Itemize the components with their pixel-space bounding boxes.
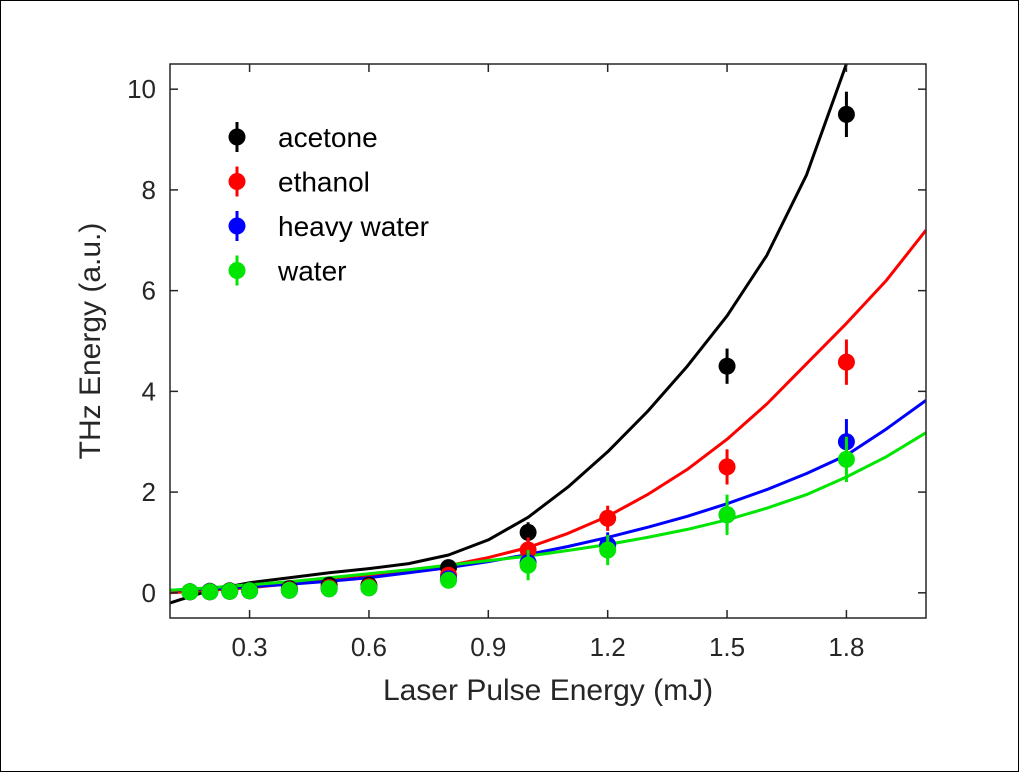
data-point [837, 105, 855, 123]
y-tick-label: 0 [142, 578, 156, 608]
legend-item-acetone: acetone [228, 122, 378, 153]
legend-label: water [277, 256, 346, 287]
x-tick-label: 1.5 [709, 632, 745, 662]
y-axis-ticks: 0 2 4 6 8 10 [127, 74, 926, 608]
x-tick-label: 0.3 [232, 632, 268, 662]
x-tick-label: 1.2 [590, 632, 626, 662]
legend-item-water: water [228, 255, 346, 287]
legend-label: acetone [278, 122, 378, 153]
data-point [280, 581, 298, 599]
data-point [599, 541, 617, 559]
x-axis-label: Laser Pulse Energy (mJ) [383, 674, 713, 707]
y-tick-label: 10 [127, 74, 156, 104]
x-tick-label: 0.6 [351, 632, 387, 662]
y-tick-label: 8 [142, 175, 156, 205]
fit-curve-water [170, 431, 926, 592]
data-points [181, 91, 855, 601]
legend-marker [228, 262, 246, 279]
data-point [718, 357, 736, 375]
series-heavy-water [181, 419, 855, 601]
data-point [360, 579, 378, 597]
data-point [181, 583, 199, 601]
data-point [599, 509, 617, 527]
y-axis-label: THz Energy (a.u.) [74, 223, 107, 460]
y-tick-label: 4 [142, 376, 156, 406]
data-point [519, 523, 537, 541]
data-point [201, 583, 219, 601]
data-point [718, 458, 736, 476]
fit-curve-acetone [170, 64, 848, 605]
data-point [837, 353, 855, 371]
legend-item-heavy-water: heavy water [228, 211, 429, 242]
legend-marker [228, 217, 246, 235]
data-point [718, 506, 736, 524]
data-point [519, 556, 537, 574]
legend-label: ethanol [278, 167, 370, 198]
fit-curve-heavy-water [170, 399, 926, 592]
plot-area [169, 63, 927, 619]
y-tick-label: 2 [142, 477, 156, 507]
legend: acetone ethanol heavy water water [228, 122, 429, 287]
data-point [241, 582, 259, 600]
data-point [837, 450, 855, 468]
x-tick-label: 0.9 [470, 632, 506, 662]
x-tick-label: 1.8 [828, 632, 864, 662]
legend-marker [228, 173, 246, 190]
data-point [320, 580, 338, 598]
legend-marker [228, 128, 246, 146]
data-point [221, 582, 239, 600]
data-point [440, 571, 458, 589]
y-tick-label: 6 [142, 276, 156, 306]
series-water [181, 436, 855, 601]
legend-label: heavy water [278, 211, 429, 242]
series-ethanol [181, 339, 855, 601]
legend-item-ethanol: ethanol [228, 166, 370, 198]
x-axis-ticks: 0.3 0.6 0.9 1.2 1.5 1.8 [232, 64, 864, 662]
